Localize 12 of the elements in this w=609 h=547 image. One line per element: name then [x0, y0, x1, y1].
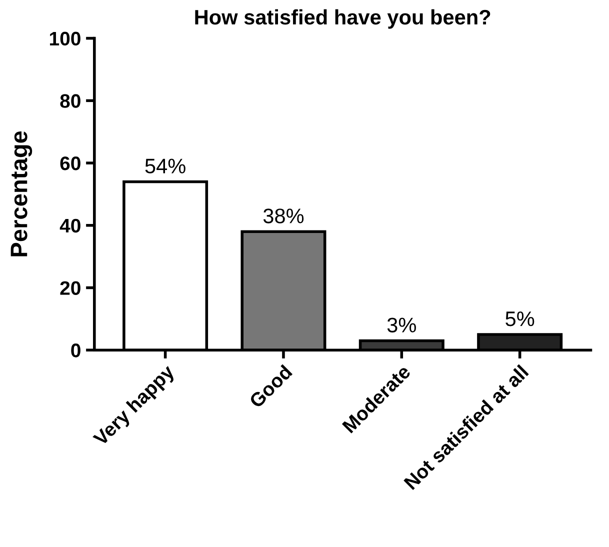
y-tick-label: 80: [60, 94, 80, 108]
data-label: 5%: [506, 312, 534, 326]
chart-title: How satisfied have you been?: [195, 9, 490, 29]
y-tick-label: 40: [60, 218, 80, 233]
y-tick-label: 0: [71, 344, 80, 358]
y-tick-label: 100: [50, 32, 80, 46]
y-tick-label: 60: [60, 156, 80, 170]
y-tick-label: 20: [60, 281, 80, 295]
data-label: 54%: [145, 158, 186, 174]
data-label: 3%: [387, 318, 416, 332]
y-axis-title: Percentage: [10, 131, 32, 256]
data-label: 38%: [263, 208, 304, 224]
